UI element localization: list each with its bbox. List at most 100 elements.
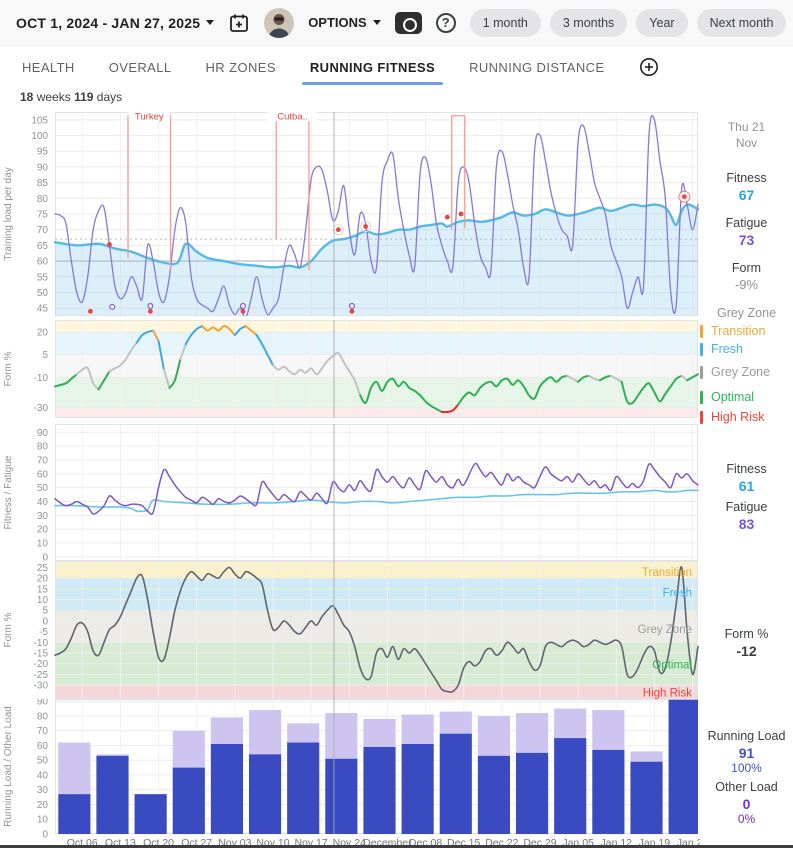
svg-text:0: 0 (42, 553, 48, 562)
tab-running-distance[interactable]: RUNNING DISTANCE (469, 59, 605, 75)
transition-tick (700, 324, 703, 338)
screenshot-button[interactable] (394, 11, 422, 34)
svg-text:80: 80 (37, 712, 49, 723)
period-button-3-months[interactable]: 3 months (549, 8, 628, 37)
add-tab-button[interactable] (639, 57, 659, 77)
svg-text:10: 10 (37, 595, 49, 606)
running-load-row: 0 10 20 30 40 50 60 70 80 90 Running Load / Other … (0, 699, 793, 850)
svg-text:Grey Zone: Grey Zone (638, 624, 692, 636)
period-button-year[interactable]: Year (636, 8, 688, 37)
chevron-down-icon (372, 20, 381, 25)
svg-text:Cutba..: Cutba.. (277, 112, 308, 122)
svg-text:Running Load / Other Load: Running Load / Other Load (3, 706, 14, 827)
training-load-chart[interactable]: 45 50 55 60 65 70 75 80 85 90 95 100 105 Training loa… (0, 112, 700, 316)
fitness-fatigue-side-panel: Fitness 61 Fatigue 83 (700, 424, 793, 532)
other-load-label: Other Load (715, 780, 778, 795)
help-button[interactable]: ? (435, 12, 456, 33)
svg-text:40: 40 (37, 771, 49, 782)
tabs: HEALTH OVERALL HR ZONES RUNNING FITNESS … (0, 46, 793, 88)
svg-text:20: 20 (37, 525, 49, 536)
period-button-1-month[interactable]: 1 month (469, 8, 541, 37)
form-zones-legend: Transition Fresh Grey Zone Optimal High … (700, 320, 793, 424)
svg-text:Turkey: Turkey (135, 112, 164, 122)
svg-text:-10: -10 (34, 638, 49, 649)
svg-text:Form %: Form % (3, 352, 14, 387)
legend-grey-zone: Grey Zone (700, 365, 793, 379)
tab-overall[interactable]: OVERALL (108, 59, 172, 75)
grey-zone-tick (700, 365, 703, 379)
svg-text:0: 0 (42, 617, 48, 628)
svg-text:25: 25 (37, 563, 49, 574)
svg-text:70: 70 (37, 225, 49, 236)
avatar[interactable] (264, 7, 295, 38)
svg-text:-30: -30 (34, 681, 49, 692)
svg-text:20: 20 (37, 328, 49, 339)
legend-fresh: Fresh (700, 342, 793, 356)
svg-text:70: 70 (37, 456, 49, 467)
svg-text:90: 90 (37, 699, 49, 708)
fatigue-label: Fatigue (725, 500, 768, 515)
calendar-add-button[interactable] (228, 12, 250, 34)
form-percent-side-panel: Form % -12 (700, 561, 793, 659)
high-risk-tick (700, 410, 703, 424)
zone-value: Grey Zone (716, 306, 777, 321)
charts-area: 45 50 55 60 65 70 75 80 85 90 95 100 105 Training loa… (0, 110, 793, 850)
svg-text:60: 60 (37, 470, 49, 481)
svg-text:70: 70 (37, 726, 49, 737)
legend-high-risk: High Risk (700, 410, 793, 424)
other-load-pct: 0% (737, 812, 756, 827)
other-load-value: 0 (742, 796, 751, 813)
svg-text:55: 55 (37, 272, 49, 283)
svg-text:5: 5 (42, 350, 48, 361)
svg-text:20: 20 (37, 800, 49, 811)
svg-text:85: 85 (37, 178, 49, 189)
svg-text:Fitness / Fatigue: Fitness / Fatigue (3, 455, 14, 529)
tab-running-fitness[interactable]: RUNNING FITNESS (301, 46, 444, 88)
svg-text:20: 20 (37, 574, 49, 585)
svg-text:Training load per day: Training load per day (3, 167, 14, 261)
optimal-tick (700, 390, 703, 404)
svg-text:-25: -25 (34, 670, 49, 681)
form-percent-row: 25 20 15 10 5 0 -5 -10 -15 -20 -25 -30 Form % Transit… (0, 561, 793, 700)
options-button[interactable]: OPTIONS (308, 15, 381, 30)
legend-optimal: Optimal (700, 390, 793, 404)
fitness-fatigue-chart[interactable]: 0 10 20 30 40 50 60 70 80 90 Fitness / Fatigue (0, 424, 700, 562)
form-zones-chart[interactable]: 20 5 -10 -30 Form % (0, 320, 700, 419)
fatigue-value: 83 (738, 516, 755, 533)
form-zones-row: 20 5 -10 -30 Form % Transition Fresh Grey Zo… (0, 320, 793, 424)
running-load-chart[interactable]: 0 10 20 30 40 50 60 70 80 90 Running Load / Other … (0, 699, 700, 850)
svg-text:-30: -30 (34, 403, 49, 414)
svg-text:Form %: Form % (3, 613, 14, 648)
topbar: OCT 1, 2024 - JAN 27, 2025 OPTIONS ? 1 m… (0, 0, 793, 46)
circle-plus-icon (639, 58, 658, 76)
svg-text:-15: -15 (34, 649, 49, 660)
svg-text:High Risk: High Risk (643, 687, 692, 699)
fatigue-value: 73 (738, 232, 755, 249)
running-load-side-panel: Running Load 91 100% Other Load 0 0% (700, 699, 793, 826)
svg-text:30: 30 (37, 511, 49, 522)
svg-text:10: 10 (37, 815, 49, 826)
svg-text:95: 95 (37, 147, 49, 158)
camera-icon (394, 11, 422, 34)
training-load-side-panel: Thu 21 Nov Fitness 67 Fatigue 73 Form -9… (700, 112, 793, 320)
days-count: 119 (74, 90, 94, 104)
svg-text:0: 0 (42, 830, 48, 841)
svg-text:105: 105 (31, 115, 48, 126)
svg-text:90: 90 (37, 162, 49, 173)
running-load-value: 91 (738, 745, 755, 762)
svg-text:50: 50 (37, 756, 49, 767)
svg-text:50: 50 (37, 483, 49, 494)
chevron-down-icon (206, 20, 215, 25)
form-percent-value: -12 (736, 643, 757, 660)
date-range-button[interactable]: OCT 1, 2024 - JAN 27, 2025 (16, 15, 215, 31)
svg-text:5: 5 (42, 606, 48, 617)
form-value: -9% (734, 277, 759, 293)
tab-health[interactable]: HEALTH (22, 59, 75, 75)
period-button-next-month[interactable]: Next month (696, 8, 787, 37)
fatigue-label: Fatigue (725, 216, 768, 231)
avatar-image (264, 7, 295, 38)
svg-text:Optimal: Optimal (652, 659, 692, 671)
fitness-value: 67 (738, 187, 755, 204)
tab-hr-zones[interactable]: HR ZONES (205, 59, 276, 75)
